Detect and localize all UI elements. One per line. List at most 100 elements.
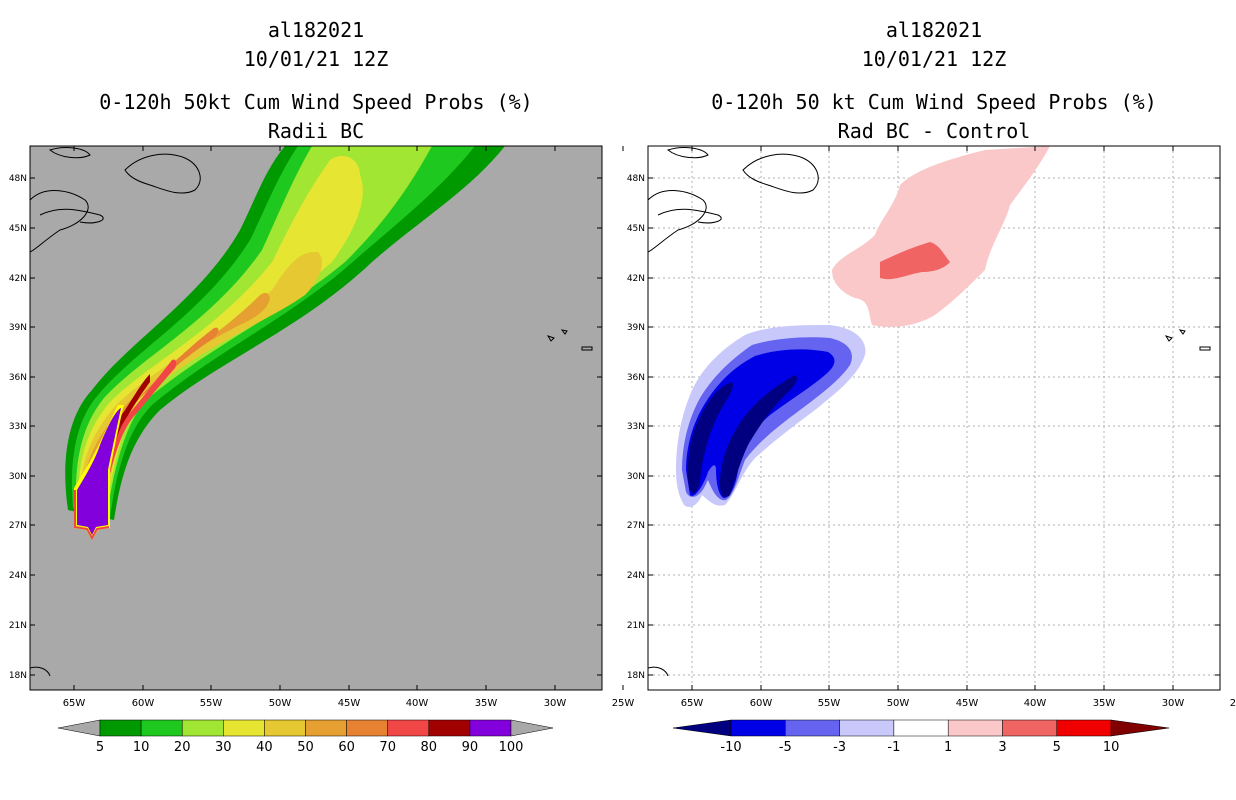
left-colorbar: 5 10 20 30 40 50 60 70 80 90 100 — [57, 719, 554, 755]
y-tick-label: 27N — [627, 521, 645, 531]
colorbar-label: 40 — [256, 740, 273, 755]
right-axis-ticks: 65W 60W 55W 50W 45W 40W 35W 30W 25W 18N 21N 24N 27N 3… — [627, 146, 1236, 709]
right-difference-shading — [676, 146, 1050, 507]
y-tick-label: 24N — [9, 571, 27, 581]
x-tick-label: 60W — [132, 698, 155, 709]
x-tick-label: 65W — [681, 698, 704, 709]
right-map-panel: 65W 60W 55W 50W 45W 40W 35W 30W 25W 18N 21N 24N 27N 3… — [627, 145, 1236, 709]
colorbar-segment — [428, 719, 471, 737]
x-tick-label: 65W — [63, 698, 86, 709]
diff-positive-1-3 — [832, 146, 1050, 327]
colorbar-segment — [223, 719, 265, 737]
colorbar-label: -3 — [833, 740, 846, 755]
y-tick-label: 36N — [627, 373, 645, 383]
colorbar-segment — [730, 719, 786, 737]
colorbar-segment — [140, 719, 183, 737]
y-tick-label: 45N — [9, 224, 27, 234]
y-tick-label: 48N — [9, 174, 27, 184]
left-track-red-edge — [74, 490, 110, 541]
colorbar-arrow-right — [510, 719, 554, 737]
colorbar-arrow-right — [1110, 719, 1170, 737]
left-title: 0-120h 50kt Cum Wind Speed Probs (%) — [99, 90, 533, 114]
left-coastlines — [30, 147, 593, 677]
x-tick-label: 40W — [406, 698, 429, 709]
x-tick-label: 55W — [200, 698, 223, 709]
colorbar-label: 90 — [462, 740, 479, 755]
x-tick-label: 25W — [1230, 698, 1236, 709]
right-colorbar: -10 -5 -3 -1 1 3 5 10 — [672, 719, 1170, 755]
colorbar-label: 30 — [215, 740, 232, 755]
left-probability-shading — [65, 146, 505, 541]
x-tick-label: 50W — [269, 698, 292, 709]
colorbar-segment — [893, 719, 949, 737]
x-tick-label: 35W — [475, 698, 498, 709]
colorbar-label: -1 — [887, 740, 900, 755]
y-tick-label: 18N — [627, 671, 645, 681]
x-tick-label: 55W — [818, 698, 841, 709]
x-tick-label: 45W — [338, 698, 361, 709]
y-tick-label: 33N — [627, 422, 645, 432]
diff-negative-below-10-east — [720, 375, 797, 497]
prob-band-40 — [80, 251, 323, 512]
colorbar-label: 80 — [421, 740, 438, 755]
colorbar-segment — [1056, 719, 1112, 737]
colorbar-label: 10 — [133, 740, 150, 755]
left-panel-title-block: al182021 10/01/21 12Z 0-120h 50kt Cum Wi… — [30, 16, 602, 146]
colorbar-segment — [469, 719, 512, 737]
x-tick-label: 30W — [1162, 698, 1185, 709]
prob-band-100 — [77, 408, 121, 535]
colorbar-label: 5 — [1053, 740, 1061, 755]
right-storm-id: al182021 — [885, 18, 983, 42]
prob-band-5 — [65, 146, 505, 520]
colorbar-segment — [387, 719, 430, 737]
colorbar-label: 1 — [944, 740, 952, 755]
right-title: 0-120h 50 kt Cum Wind Speed Probs (%) — [711, 90, 1157, 114]
colorbar-label: 50 — [297, 740, 314, 755]
right-datetime: 10/01/21 12Z — [861, 47, 1007, 71]
colorbar-arrow-left — [57, 719, 101, 737]
left-axis-ticks: 65W 60W 55W 50W 45W 40W 35W 30W 25W 18N 21N 24N 27N 3… — [9, 146, 635, 709]
colorbar-arrow-left — [672, 719, 732, 737]
left-datetime: 10/01/21 12Z — [243, 47, 389, 71]
diff-negative-below-10-west — [687, 382, 733, 494]
x-tick-label: 40W — [1024, 698, 1047, 709]
y-tick-label: 42N — [627, 274, 645, 284]
right-map-frame — [647, 145, 1221, 691]
y-tick-label: 33N — [9, 422, 27, 432]
y-tick-label: 30N — [9, 472, 27, 482]
right-panel-title-block: al182021 10/01/21 12Z 0-120h 50 kt Cum W… — [648, 16, 1220, 146]
colorbar-label: 5 — [96, 740, 104, 755]
y-tick-label: 39N — [9, 323, 27, 333]
y-tick-label: 21N — [627, 621, 645, 631]
x-tick-label: 30W — [544, 698, 567, 709]
y-tick-label: 36N — [9, 373, 27, 383]
y-tick-label: 24N — [627, 571, 645, 581]
y-tick-label: 30N — [627, 472, 645, 482]
x-tick-label: 35W — [1093, 698, 1116, 709]
left-map-frame — [29, 145, 603, 691]
y-tick-label: 45N — [627, 224, 645, 234]
x-tick-label: 60W — [750, 698, 773, 709]
colorbar-label: 20 — [174, 740, 191, 755]
y-tick-label: 27N — [9, 521, 27, 531]
colorbar-segment — [346, 719, 388, 737]
colorbar-label: 70 — [379, 740, 396, 755]
colorbar-label: 60 — [338, 740, 355, 755]
colorbar-label: 10 — [1103, 740, 1120, 755]
x-tick-label: 50W — [887, 698, 910, 709]
colorbar-segment — [99, 719, 142, 737]
right-coastlines — [648, 147, 1211, 677]
colorbar-label: 100 — [499, 740, 524, 755]
colorbar-segment — [785, 719, 840, 737]
colorbar-segment — [947, 719, 1003, 737]
y-tick-label: 21N — [9, 621, 27, 631]
colorbar-label: -10 — [720, 740, 741, 755]
left-map-panel: 65W 60W 55W 50W 45W 40W 35W 30W 25W 18N 21N 24N 27N 3… — [9, 145, 635, 709]
y-tick-label: 39N — [627, 323, 645, 333]
y-tick-label: 48N — [627, 174, 645, 184]
x-tick-label: 25W — [612, 698, 635, 709]
colorbar-label: 3 — [998, 740, 1006, 755]
left-subtitle: Radii BC — [267, 119, 365, 143]
diff-positive-3-5 — [880, 242, 950, 280]
